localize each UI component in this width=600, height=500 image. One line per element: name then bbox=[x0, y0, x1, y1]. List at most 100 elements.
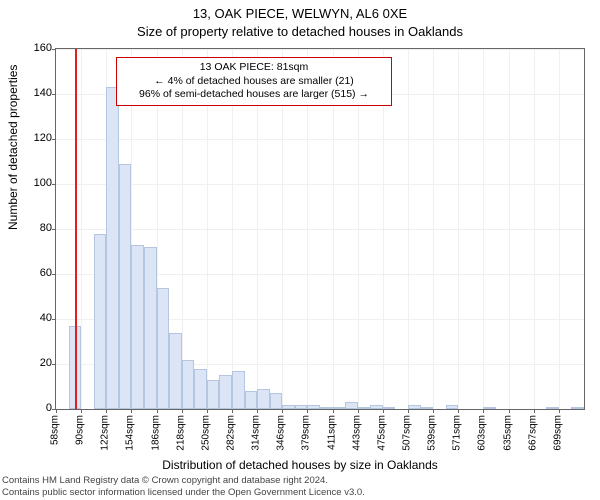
ytick-label: 140 bbox=[22, 87, 52, 99]
histogram-bar bbox=[546, 407, 559, 409]
histogram-bar bbox=[333, 407, 346, 409]
histogram-bar bbox=[421, 407, 434, 409]
xtick-label: 346sqm bbox=[276, 415, 287, 451]
histogram-bar bbox=[295, 405, 308, 410]
xtick-mark bbox=[131, 409, 132, 413]
xtick-label: 122sqm bbox=[100, 415, 111, 451]
ytick-label: 120 bbox=[22, 132, 52, 144]
xtick-label: 539sqm bbox=[427, 415, 438, 451]
chart-title-line2: Size of property relative to detached ho… bbox=[0, 24, 600, 39]
xtick-label: 379sqm bbox=[301, 415, 312, 451]
xtick-label: 603sqm bbox=[477, 415, 488, 451]
annotation-line1: 13 OAK PIECE: 81sqm bbox=[123, 61, 385, 75]
ytick-mark bbox=[52, 94, 56, 95]
histogram-bar bbox=[483, 407, 496, 409]
ytick-label: 60 bbox=[22, 267, 52, 279]
histogram-bar bbox=[169, 333, 182, 410]
plot-area: 13 OAK PIECE: 81sqm ← 4% of detached hou… bbox=[55, 48, 585, 410]
ytick-mark bbox=[52, 139, 56, 140]
histogram-bar bbox=[144, 247, 157, 409]
marker-annotation: 13 OAK PIECE: 81sqm ← 4% of detached hou… bbox=[116, 57, 392, 106]
histogram-bar bbox=[245, 391, 258, 409]
histogram-bar bbox=[232, 371, 245, 409]
xtick-mark bbox=[282, 409, 283, 413]
xtick-label: 699sqm bbox=[552, 415, 563, 451]
gridline-v bbox=[458, 49, 459, 409]
footer-line1: Contains HM Land Registry data © Crown c… bbox=[2, 475, 365, 487]
histogram-bar bbox=[131, 245, 144, 409]
histogram-bar bbox=[446, 405, 459, 410]
ytick-mark bbox=[52, 319, 56, 320]
xtick-mark bbox=[106, 409, 107, 413]
xtick-label: 443sqm bbox=[351, 415, 362, 451]
ytick-label: 160 bbox=[22, 42, 52, 54]
xtick-label: 314sqm bbox=[251, 415, 262, 451]
ytick-label: 100 bbox=[22, 177, 52, 189]
histogram-bar bbox=[94, 234, 107, 410]
xtick-mark bbox=[157, 409, 158, 413]
xtick-label: 186sqm bbox=[150, 415, 161, 451]
gridline-h bbox=[56, 184, 584, 185]
xtick-label: 218sqm bbox=[175, 415, 186, 451]
gridline-h bbox=[56, 139, 584, 140]
y-axis-label: Number of detached properties bbox=[6, 65, 20, 230]
xtick-mark bbox=[483, 409, 484, 413]
xtick-label: 507sqm bbox=[402, 415, 413, 451]
xtick-label: 667sqm bbox=[527, 415, 538, 451]
gridline-v bbox=[534, 49, 535, 409]
ytick-mark bbox=[52, 229, 56, 230]
histogram-bar bbox=[408, 405, 421, 410]
xtick-mark bbox=[458, 409, 459, 413]
footer-line2: Contains public sector information licen… bbox=[2, 487, 365, 499]
ytick-mark bbox=[52, 184, 56, 185]
gridline-v bbox=[559, 49, 560, 409]
xtick-mark bbox=[408, 409, 409, 413]
histogram-bar bbox=[207, 380, 220, 409]
gridline-h bbox=[56, 49, 584, 50]
histogram-bar bbox=[320, 407, 333, 409]
xtick-label: 411sqm bbox=[326, 415, 337, 450]
annotation-line3: 96% of semi-detached houses are larger (… bbox=[123, 88, 385, 102]
histogram-bar bbox=[345, 402, 358, 409]
histogram-bar bbox=[370, 405, 383, 410]
histogram-bar bbox=[106, 87, 119, 409]
xtick-label: 635sqm bbox=[502, 415, 513, 451]
histogram-bar bbox=[157, 288, 170, 410]
xtick-mark bbox=[559, 409, 560, 413]
xtick-label: 90sqm bbox=[75, 415, 86, 445]
histogram-bar bbox=[182, 360, 195, 410]
xtick-label: 58sqm bbox=[50, 415, 61, 445]
gridline-v bbox=[509, 49, 510, 409]
xtick-mark bbox=[81, 409, 82, 413]
xtick-mark bbox=[509, 409, 510, 413]
gridline-v bbox=[483, 49, 484, 409]
histogram-bar bbox=[119, 164, 132, 409]
histogram-bar bbox=[257, 389, 270, 409]
xtick-mark bbox=[56, 409, 57, 413]
gridline-v bbox=[408, 49, 409, 409]
gridline-v bbox=[433, 49, 434, 409]
histogram-bar bbox=[358, 407, 371, 409]
ytick-label: 0 bbox=[22, 402, 52, 414]
annotation-line2: ← 4% of detached houses are smaller (21) bbox=[123, 75, 385, 89]
ytick-mark bbox=[52, 364, 56, 365]
xtick-label: 282sqm bbox=[226, 415, 237, 451]
ytick-label: 80 bbox=[22, 222, 52, 234]
xtick-mark bbox=[257, 409, 258, 413]
xtick-mark bbox=[383, 409, 384, 413]
xtick-mark bbox=[534, 409, 535, 413]
xtick-label: 475sqm bbox=[376, 415, 387, 451]
gridline-h bbox=[56, 229, 584, 230]
xtick-mark bbox=[358, 409, 359, 413]
xtick-mark bbox=[333, 409, 334, 413]
xtick-mark bbox=[207, 409, 208, 413]
histogram-bar bbox=[282, 405, 295, 410]
ytick-label: 20 bbox=[22, 357, 52, 369]
xtick-label: 571sqm bbox=[452, 415, 463, 451]
histogram-bar bbox=[270, 393, 283, 409]
xtick-mark bbox=[232, 409, 233, 413]
ytick-mark bbox=[52, 49, 56, 50]
ytick-label: 40 bbox=[22, 312, 52, 324]
xtick-mark bbox=[182, 409, 183, 413]
xtick-label: 154sqm bbox=[125, 415, 136, 451]
